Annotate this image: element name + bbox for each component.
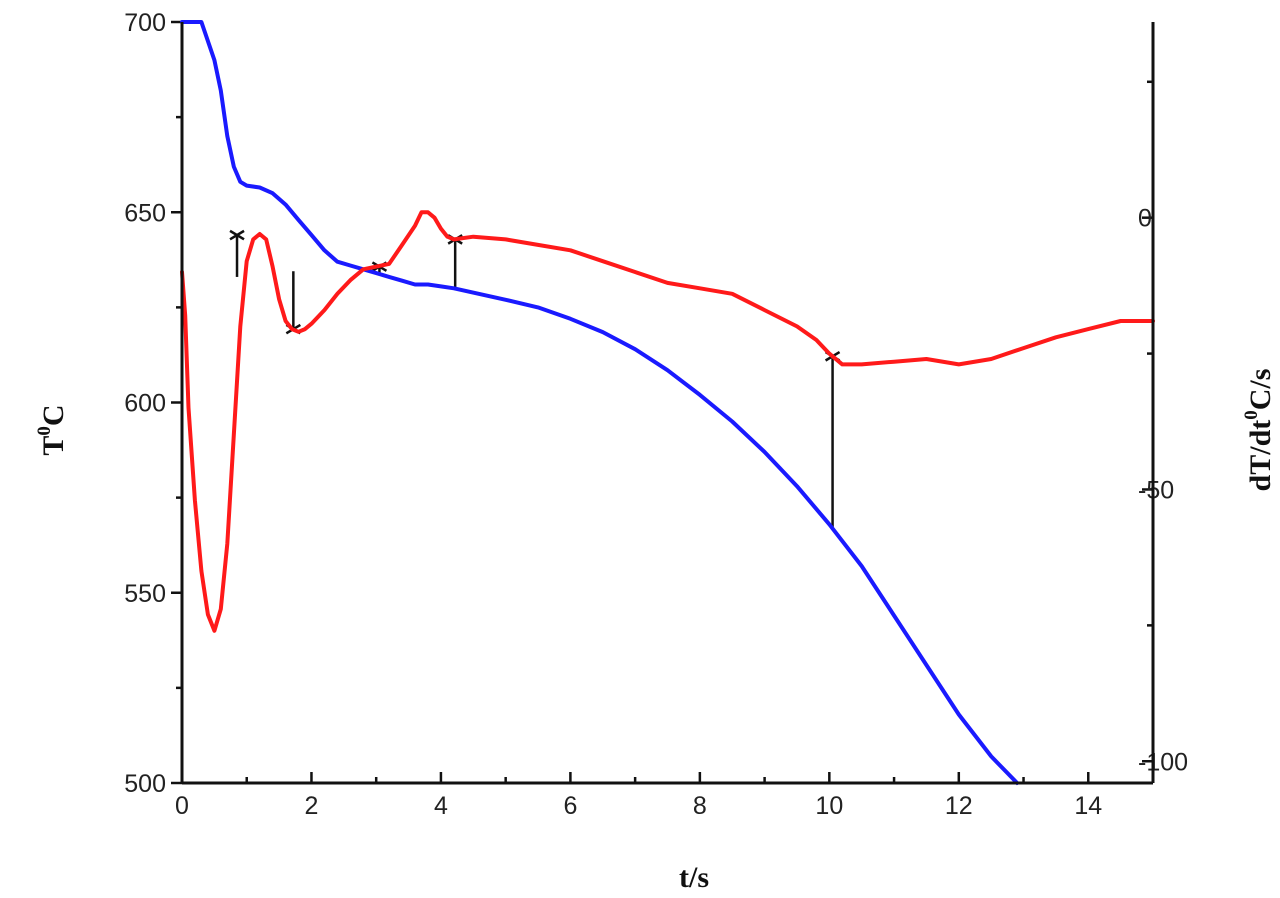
x-tick-label: 12 bbox=[945, 792, 973, 820]
y-left-tick-label: 600 bbox=[124, 390, 166, 418]
y-right-tick-label: 0 bbox=[1138, 205, 1152, 233]
x-mark-stroke bbox=[229, 229, 245, 241]
x-tick-label: 10 bbox=[815, 792, 843, 820]
y-right-title-part1: dT/dt bbox=[1244, 420, 1277, 492]
y-right-title-part2: C/s bbox=[1244, 369, 1277, 411]
y-axis-right-title: dT/dt0C/s bbox=[1241, 369, 1277, 492]
x-tick-label: 4 bbox=[434, 792, 448, 820]
y-axis-left-title: T0C bbox=[34, 404, 70, 455]
y-right-tick-label: -50 bbox=[1138, 476, 1174, 504]
series-lines bbox=[180, 20, 1155, 785]
y-left-tick-label: 550 bbox=[124, 580, 166, 608]
y-left-tick-label: 500 bbox=[124, 770, 166, 798]
x-tick-label: 8 bbox=[693, 792, 707, 820]
x-tick-label: 0 bbox=[175, 792, 189, 820]
y-left-title-base: T bbox=[37, 436, 70, 456]
y-right-title-sup: 0 bbox=[1241, 410, 1262, 420]
y-left-tick-label: 700 bbox=[124, 9, 166, 37]
transition-x-mark bbox=[229, 229, 245, 241]
axes bbox=[180, 22, 1155, 785]
y-right-tick-label: -100 bbox=[1138, 748, 1188, 776]
x-tick-label: 2 bbox=[305, 792, 319, 820]
x-tick-label: 6 bbox=[563, 792, 577, 820]
tick-marks bbox=[171, 20, 1155, 785]
temperature-curve bbox=[180, 20, 1020, 785]
tick-labels: 0 2 4 6 8 10 12 14 500 550 600 650 700 -100 -50 0 bbox=[124, 9, 1188, 820]
y-left-title-tail: C bbox=[37, 404, 70, 426]
y-left-title-sup: 0 bbox=[34, 426, 55, 436]
transition-markers bbox=[229, 229, 841, 529]
y-left-tick-label: 650 bbox=[124, 199, 166, 227]
cooling-rate-curve bbox=[180, 210, 1155, 633]
x-tick-label: 14 bbox=[1074, 792, 1102, 820]
x-axis-title: t/s bbox=[679, 861, 709, 894]
